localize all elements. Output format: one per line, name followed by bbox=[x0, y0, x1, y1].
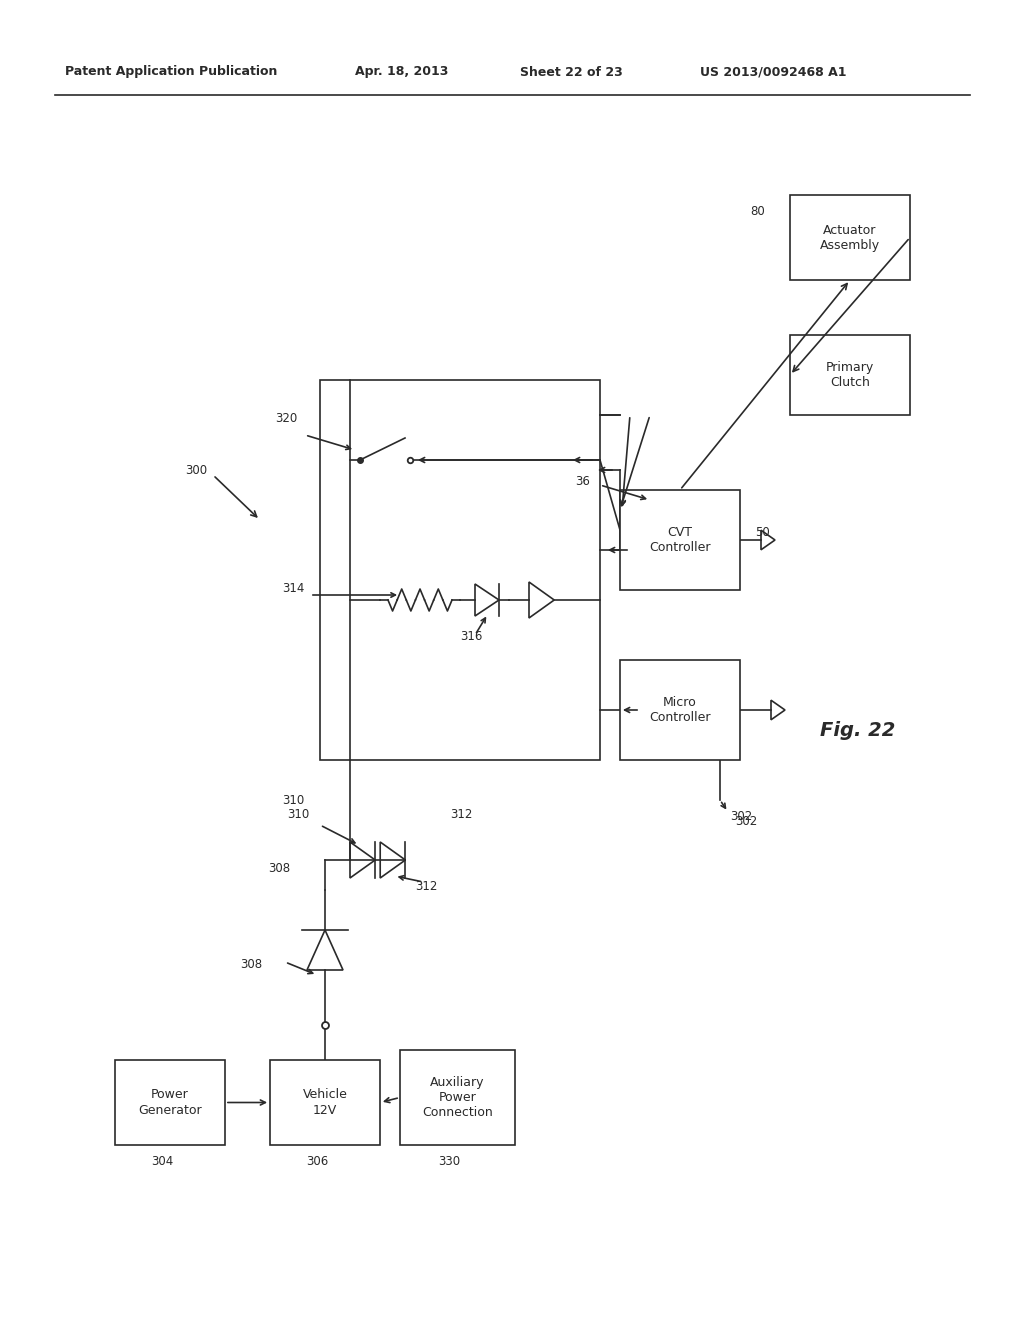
Text: 312: 312 bbox=[450, 808, 472, 821]
Text: 304: 304 bbox=[151, 1155, 173, 1168]
Text: 320: 320 bbox=[275, 412, 297, 425]
Text: 314: 314 bbox=[282, 582, 304, 594]
Text: 36: 36 bbox=[575, 475, 590, 488]
Text: Actuator
Assembly: Actuator Assembly bbox=[820, 223, 880, 252]
Text: Apr. 18, 2013: Apr. 18, 2013 bbox=[355, 66, 449, 78]
Bar bbox=[790, 335, 910, 414]
Text: 310: 310 bbox=[282, 793, 304, 807]
Text: 302: 302 bbox=[730, 810, 753, 822]
Text: Vehicle
12V: Vehicle 12V bbox=[302, 1089, 347, 1117]
Text: US 2013/0092468 A1: US 2013/0092468 A1 bbox=[700, 66, 847, 78]
Text: 80: 80 bbox=[750, 205, 765, 218]
Bar bbox=[620, 660, 740, 760]
Text: Auxiliary
Power
Connection: Auxiliary Power Connection bbox=[422, 1076, 493, 1119]
Text: CVT
Controller: CVT Controller bbox=[649, 525, 711, 554]
Text: Fig. 22: Fig. 22 bbox=[820, 721, 895, 739]
Text: Power
Generator: Power Generator bbox=[138, 1089, 202, 1117]
Text: 308: 308 bbox=[240, 958, 262, 972]
Bar bbox=[400, 1049, 515, 1144]
Text: Sheet 22 of 23: Sheet 22 of 23 bbox=[520, 66, 623, 78]
Text: 50: 50 bbox=[755, 525, 770, 539]
Bar bbox=[790, 195, 910, 280]
Text: 306: 306 bbox=[306, 1155, 328, 1168]
Text: 316: 316 bbox=[460, 630, 482, 643]
Text: 312: 312 bbox=[416, 880, 438, 894]
Text: 330: 330 bbox=[438, 1155, 461, 1168]
Bar bbox=[270, 1060, 380, 1144]
Text: Patent Application Publication: Patent Application Publication bbox=[65, 66, 278, 78]
Bar bbox=[115, 1060, 225, 1144]
Text: 302: 302 bbox=[735, 814, 758, 828]
Text: 310: 310 bbox=[287, 808, 309, 821]
Text: 300: 300 bbox=[185, 463, 207, 477]
Text: Primary
Clutch: Primary Clutch bbox=[826, 360, 874, 389]
Text: Micro
Controller: Micro Controller bbox=[649, 696, 711, 723]
Bar bbox=[620, 490, 740, 590]
Bar bbox=[319, 380, 600, 760]
Text: 308: 308 bbox=[268, 862, 290, 874]
